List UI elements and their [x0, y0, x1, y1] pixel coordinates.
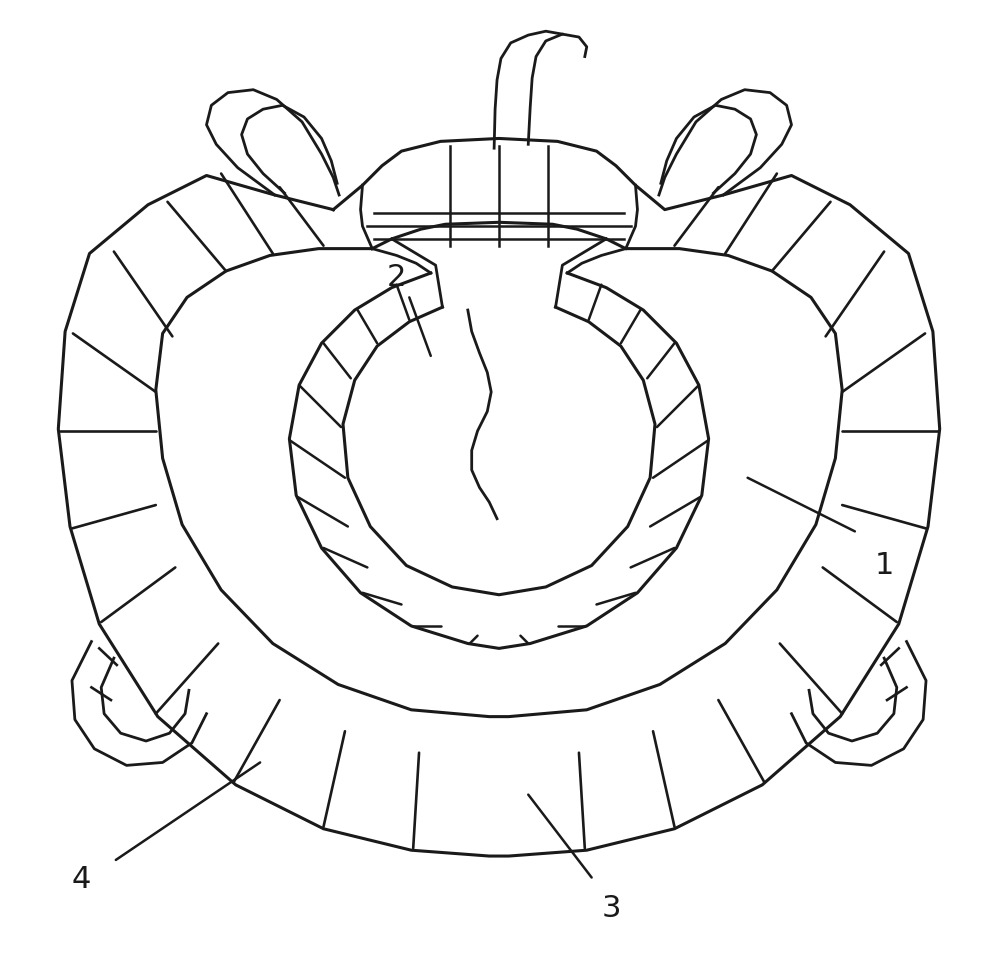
- Text: 4: 4: [72, 865, 92, 894]
- Text: 3: 3: [602, 894, 621, 923]
- Text: 1: 1: [874, 551, 894, 580]
- Text: 2: 2: [387, 263, 406, 292]
